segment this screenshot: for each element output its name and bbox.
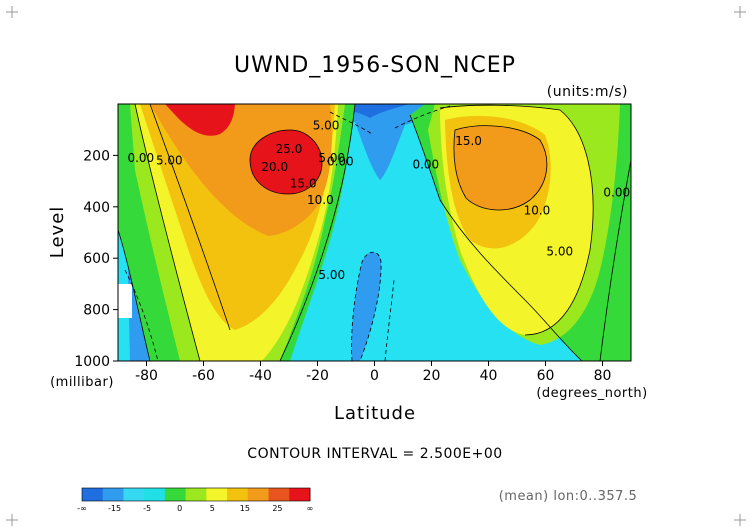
y-axis: 200 400 600 800 1000 [74,148,118,370]
y-tick-label: 600 [83,251,110,267]
contour-label: 5.00 [546,245,573,259]
x-axis-label: Latitude [334,403,416,424]
contour-label: 0.00 [412,157,439,171]
chart-title: UWND_1956-SON_NCEP [234,53,516,78]
x-unit-label: (degrees_north) [536,386,647,401]
contour-label-layer: 25.020.015.010.05.000.005.000.00 5.005.00… [127,119,630,282]
contour-label: 15.0 [290,177,317,191]
x-tick-label: -20 [306,368,329,384]
colorbar-label: -5 [143,504,151,513]
y-axis-label: Level [47,206,68,259]
contour-lines-dashed [124,105,451,361]
colorbar-swatch [102,488,124,501]
colorbar-label: 25 [272,504,282,513]
x-tick-label: 80 [594,368,612,384]
contour-label: 5.00 [318,151,345,165]
colorbar-swatch [185,488,207,501]
y-tick-label: 800 [83,303,110,319]
colorbar-label: 0 [177,504,182,513]
colorbar: -∞ -15 -5 0 5 15 25 ∞ [77,487,314,513]
colorbar-swatch [82,488,104,501]
colorbar-swatch [123,488,145,501]
x-tick-label: 0 [370,368,379,384]
colorbar-frame [81,487,311,502]
colorbar-label: -15 [108,504,121,513]
colorbar-swatch [227,488,249,501]
colorbar-swatch [289,488,311,501]
contour-fill-blue-tongue [351,252,382,361]
contour-label: 25.0 [276,142,303,156]
x-tick-label: 60 [537,368,555,384]
contour-label: 5.00 [318,268,345,282]
colorbar-label: 5 [210,504,215,513]
plot-area [118,104,631,361]
x-axis: -80 -60 -40 -20 0 20 40 60 80 [135,361,611,384]
y-unit-label: (millibar) [50,375,114,390]
contour-fill-sh-red-top [165,104,235,136]
x-tick-label: -80 [135,368,158,384]
contour-label: 10.0 [307,193,334,207]
x-tick-label: 40 [480,368,498,384]
y-tick-label: 1000 [74,354,110,370]
contour-lines [118,104,631,361]
contour-label: 5.00 [156,153,183,167]
contour-label: 5.00 [313,119,340,133]
contour-label: 15.0 [455,134,482,148]
contour-label: 0.00 [603,186,630,200]
corner-marks [6,6,746,526]
contour-interval: CONTOUR INTERVAL = 2.500E+00 [247,446,502,462]
contour-label: 0.00 [327,155,354,169]
footnote: (mean) lon:0..357.5 [499,489,638,504]
colorbar-swatch [247,488,270,501]
contour-label: 20.0 [261,160,288,174]
contour-fill-blue-top [270,104,470,180]
colorbar-label: -∞ [77,504,87,513]
contour-label: 0.00 [127,151,154,165]
colorbar-label: ∞ [307,504,314,513]
colorbar-swatch [144,488,166,501]
x-tick-label: -40 [249,368,272,384]
colorbar-label: 15 [240,504,250,513]
colorbar-swatch [206,488,228,501]
colorbar-swatch [268,488,290,501]
x-tick-label: 20 [423,368,441,384]
y-tick-label: 200 [83,148,110,164]
units-label: (units:m/s) [547,84,628,100]
contour-fill-sh-red-core [250,130,322,194]
contour-label: 10.0 [524,204,551,218]
colorbar-swatch [164,488,187,501]
x-tick-label: -60 [192,368,215,384]
missing-data [118,284,132,318]
contour-fill-nh-orange [453,125,547,210]
y-tick-label: 400 [83,200,110,216]
